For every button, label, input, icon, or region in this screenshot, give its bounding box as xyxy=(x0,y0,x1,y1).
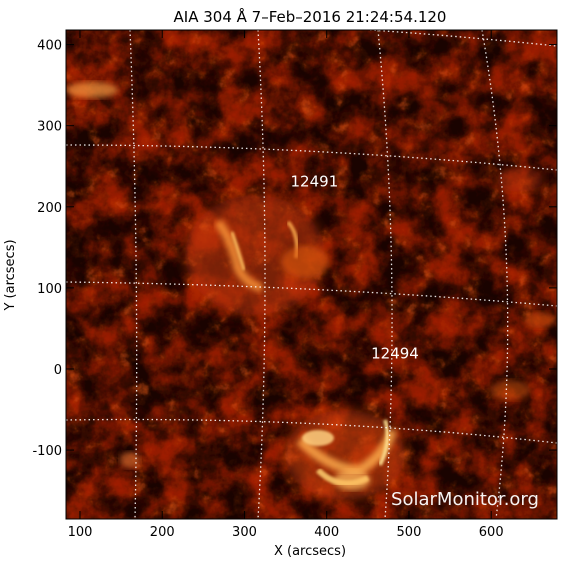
x-tick-label: 100 xyxy=(68,525,93,540)
y-tick-label: -100 xyxy=(32,444,62,459)
longitude-line xyxy=(377,30,393,519)
x-tick-label: 400 xyxy=(314,525,339,540)
bright-patches xyxy=(66,82,556,468)
x-tick-label: 500 xyxy=(397,525,422,540)
plot-frame xyxy=(65,29,558,520)
y-tick-label: 100 xyxy=(37,282,62,297)
active-region-12494-emission xyxy=(285,410,405,500)
longitude-line xyxy=(481,30,509,519)
watermark: SolarMonitor.org xyxy=(391,489,539,510)
y-tick-label: 400 xyxy=(37,39,62,54)
heliographic-grid xyxy=(66,30,557,519)
x-tick-label: 600 xyxy=(479,525,504,540)
x-axis-label: X (arcsecs) xyxy=(274,544,346,559)
solar-image: 12491 12494 SolarMonitor.org xyxy=(66,30,557,519)
longitude-line xyxy=(129,30,138,519)
x-tick-label: 300 xyxy=(232,525,257,540)
region-label-12494: 12494 xyxy=(371,344,419,362)
x-tick-label: 200 xyxy=(150,525,175,540)
latitude-line xyxy=(66,144,557,171)
y-tick-label: 200 xyxy=(37,201,62,216)
y-tick-label: 0 xyxy=(54,363,62,378)
y-tick-label: 300 xyxy=(37,120,62,135)
region-label-12491: 12491 xyxy=(291,173,339,191)
chart-title: AIA 304 Å 7–Feb–2016 21:24:54.120 xyxy=(174,7,447,26)
longitude-line xyxy=(257,30,266,519)
y-axis-label: Y (arcsecs) xyxy=(3,239,18,311)
